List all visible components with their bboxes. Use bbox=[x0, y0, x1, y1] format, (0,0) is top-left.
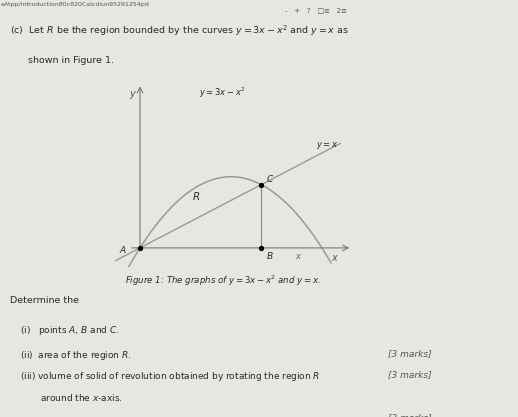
Text: -   +   ?   □≡   2≡: - + ? □≡ 2≡ bbox=[285, 7, 347, 13]
Text: $y = x$: $y = x$ bbox=[316, 140, 338, 151]
Text: shown in Figure 1.: shown in Figure 1. bbox=[10, 56, 114, 65]
Text: $y = 3x - x^2$: $y = 3x - x^2$ bbox=[198, 85, 245, 100]
Text: [3 marks]: [3 marks] bbox=[388, 413, 432, 417]
Text: $A$: $A$ bbox=[119, 244, 127, 255]
Text: (iii) volume of solid of revolution obtained by rotating the region $R$: (iii) volume of solid of revolution obta… bbox=[20, 370, 321, 383]
Text: around the $x$-axis.: around the $x$-axis. bbox=[20, 392, 123, 403]
Text: Figure 1: The graphs of $y = 3x - x^2$ and $y = x$.: Figure 1: The graphs of $y = 3x - x^2$ a… bbox=[125, 273, 321, 288]
Text: $x$: $x$ bbox=[295, 252, 302, 261]
Text: $R$: $R$ bbox=[192, 191, 200, 202]
Text: (ii)  area of the region $R$.: (ii) area of the region $R$. bbox=[20, 349, 132, 362]
Text: eAtpp/introduction80c820Calcdiun95291254pd: eAtpp/introduction80c820Calcdiun95291254… bbox=[1, 2, 150, 7]
Text: [3 marks]: [3 marks] bbox=[388, 349, 432, 358]
Text: [3 marks]: [3 marks] bbox=[388, 370, 432, 379]
Text: $B$: $B$ bbox=[266, 250, 274, 261]
Text: (i)   points $A$, $B$ and $C$.: (i) points $A$, $B$ and $C$. bbox=[20, 324, 120, 337]
Text: $y$: $y$ bbox=[129, 88, 137, 100]
Text: (c)  Let $R$ be the region bounded by the curves $y = 3x - x^2$ and $y = x$ as: (c) Let $R$ be the region bounded by the… bbox=[10, 23, 349, 38]
Text: $x$: $x$ bbox=[331, 253, 339, 263]
Text: $C$: $C$ bbox=[266, 173, 275, 184]
Text: Determine the: Determine the bbox=[10, 296, 79, 305]
